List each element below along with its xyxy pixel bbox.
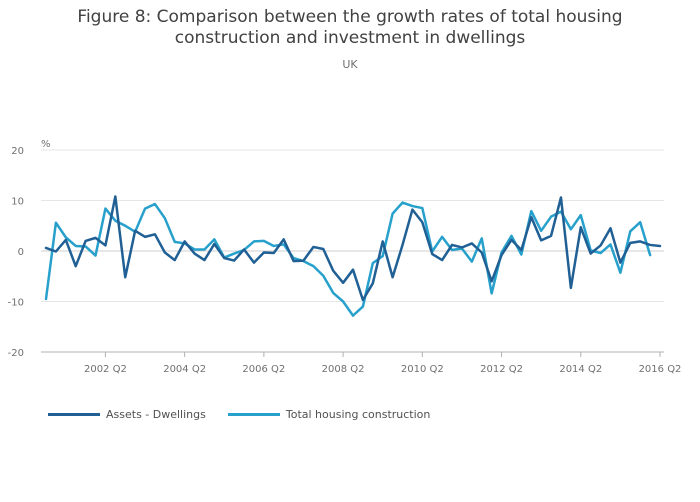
axes: 20 10 0 -10 -20% 2002 Q2 2004 Q2 2006 Q2 2008 Q2… [8, 139, 682, 375]
series-line-housing-construction[interactable] [44, 201, 652, 317]
legend-item-dwellings[interactable]: Assets - Dwellings [48, 408, 206, 421]
legend-item-housing-construction[interactable]: Total housing construction [227, 408, 431, 421]
y-tick-label: 0 [18, 247, 24, 258]
y-axis-label: % [41, 139, 51, 150]
series-lines [44, 195, 662, 317]
x-tick-label: 2014 Q2 [559, 364, 602, 375]
chart-title-line-2: construction and investment in dwellings [174, 28, 526, 48]
x-tick-label: 2002 Q2 [84, 364, 127, 375]
x-tick-label: 2006 Q2 [242, 364, 285, 375]
x-tick-label: 2004 Q2 [163, 364, 206, 375]
y-tick-label: 10 [11, 197, 24, 208]
y-tick-label: 20 [11, 146, 24, 157]
x-tick-label: 2016 Q2 [639, 364, 682, 375]
x-tick-label: 2010 Q2 [401, 364, 444, 375]
x-tick-label: 2008 Q2 [322, 364, 365, 375]
legend-label-dwellings: Assets - Dwellings [106, 408, 206, 421]
y-tick-label: -20 [8, 348, 24, 359]
chart-subtitle: UK [342, 58, 358, 71]
legend-label-housing-construction: Total housing construction [285, 408, 431, 421]
x-tick-label: 2012 Q2 [480, 364, 523, 375]
series-line-dwellings[interactable] [44, 195, 662, 302]
chart-title: Figure 8: Comparison between the growth … [0, 7, 700, 49]
legend-swatch-housing-construction [227, 413, 280, 416]
y-tick-label: -10 [8, 298, 24, 309]
grid-lines [41, 149, 664, 353]
chart-title-line-1: Figure 8: Comparison between the growth … [77, 7, 623, 27]
legend-swatch-dwellings [48, 413, 100, 416]
legend: Assets - Dwellings Total housing constru… [48, 408, 452, 421]
